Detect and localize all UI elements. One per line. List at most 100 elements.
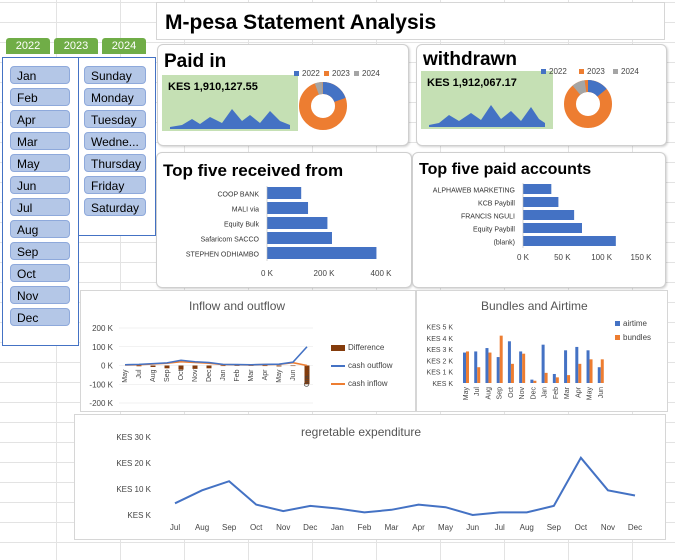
day-button-6[interactable]: Friday [84, 176, 146, 194]
io-difference-bar [304, 365, 310, 385]
io-legend-outflow: cash outflow [331, 361, 392, 370]
paid-tick-label: 0 K [517, 253, 530, 262]
ba-bundles-bar [522, 353, 526, 383]
paid-tick-label: 150 K [631, 253, 653, 262]
withdrawn-card: withdrawn KES 1,912,067.17 2022 2023 202… [416, 44, 667, 146]
paid-category-label: (blank) [494, 240, 515, 247]
paid-in-card: Paid in KES 1,910,127.55 2022 2023 2024 [157, 44, 409, 146]
ba-airtime-bar [530, 379, 534, 383]
re-x-tick: Dec [303, 523, 317, 532]
paid-in-title: Paid in [164, 51, 227, 72]
io-x-tick: Aug [150, 369, 157, 382]
year-tab-2023[interactable]: 2023 [54, 38, 98, 54]
received-bar [267, 187, 302, 199]
inflow-outflow-title: Inflow and outflow [189, 299, 286, 313]
month-button-jul[interactable]: Jul [10, 198, 70, 216]
re-x-tick: Nov [276, 523, 290, 532]
re-x-tick: Aug [195, 523, 209, 532]
ba-bundles-bar [477, 367, 481, 383]
re-x-tick: Oct [575, 523, 588, 532]
paid-category-label: ALPHAWEB MARKETING [433, 188, 515, 195]
month-button-aug[interactable]: Aug [10, 220, 70, 238]
received-bar [267, 232, 332, 244]
io-difference-bar [262, 365, 268, 367]
month-button-oct[interactable]: Oct [10, 264, 70, 282]
ba-y-tick: KES 3 K [427, 347, 454, 354]
received-bar [267, 217, 328, 229]
month-button-nov[interactable]: Nov [10, 286, 70, 304]
ba-bundles-bar [544, 372, 548, 383]
ba-x-tick: Jan [542, 387, 549, 398]
ba-bundles-bar [510, 363, 514, 383]
ba-bundles-bar [499, 335, 503, 383]
top-paid-title: Top five paid accounts [419, 161, 592, 178]
withdrawn-legend-2023: 2023 [579, 67, 605, 76]
bundles-airtime-card: Bundles and Airtime KES 5 K KES 4 K KES 3 … [416, 290, 668, 412]
day-button-5[interactable]: Thursday [84, 154, 146, 172]
paid-tick-label: 50 K [554, 253, 571, 262]
top-received-title: Top five received from [163, 161, 344, 180]
month-button-mar[interactable]: Mar [10, 132, 70, 150]
month-button-may[interactable]: May [10, 154, 70, 172]
ba-x-tick: Jun [598, 387, 605, 398]
paid-category-label: FRANCIS NGULI [461, 214, 515, 221]
received-category-label: COOP BANK [218, 192, 260, 199]
re-line [174, 456, 636, 517]
month-button-jun[interactable]: Jun [10, 176, 70, 194]
bundles-airtime-chart: KES 5 K KES 4 K KES 3 K KES 2 K KES 1 K KES K… [427, 325, 605, 401]
io-y-tick: 200 K [92, 324, 114, 333]
ba-y-tick: KES 4 K [427, 336, 454, 343]
month-button-apr[interactable]: Apr [10, 110, 70, 128]
ba-bundles-bar [555, 377, 559, 383]
ba-x-tick: Aug [485, 387, 492, 400]
io-x-tick: Jun [290, 369, 297, 380]
ba-y-tick: KES 2 K [427, 358, 454, 365]
month-button-dec[interactable]: Dec [10, 308, 70, 326]
day-button-7[interactable]: Saturday [84, 198, 146, 216]
re-x-tick: Mar [385, 523, 399, 532]
ba-x-tick: May [463, 387, 470, 401]
paid-in-legend-2023: 2023 [324, 69, 350, 78]
re-y-tick: KES 10 K [116, 485, 151, 494]
re-x-tick: Aug [520, 523, 534, 532]
day-button-1[interactable]: Sunday [84, 66, 146, 84]
top-paid-card: Top five paid accounts ALPHAWEB MARKETIN… [412, 152, 666, 288]
ba-airtime-bar [485, 348, 489, 383]
ba-x-tick: Dec [530, 387, 537, 400]
paid-in-legend-2024: 2024 [354, 69, 380, 78]
io-x-tick: May [122, 369, 129, 383]
month-button-feb[interactable]: Feb [10, 88, 70, 106]
re-x-tick: Sep [547, 523, 562, 532]
withdrawn-kpi: KES 1,912,067.17 [421, 71, 553, 129]
day-button-4[interactable]: Wedne... [84, 132, 146, 150]
inflow-outflow-card: Inflow and outflow 200 K 100 K 0 K -100 K -2… [80, 290, 416, 412]
io-x-tick: Dec [206, 369, 213, 382]
io-x-tick: Sep [164, 369, 171, 382]
ba-bundles-bar [589, 359, 593, 383]
year-tab-2022[interactable]: 2022 [6, 38, 50, 54]
paid-bar [523, 184, 552, 194]
year-tab-2024[interactable]: 2024 [102, 38, 146, 54]
ba-airtime-bar [552, 373, 556, 383]
withdrawn-legend-2022: 2022 [541, 67, 567, 76]
re-x-tick: Dec [628, 523, 642, 532]
day-button-2[interactable]: Monday [84, 88, 146, 106]
received-tick-label: 400 K [371, 269, 393, 278]
re-x-tick: Jul [170, 523, 180, 532]
io-x-tick: Nov [192, 369, 199, 382]
ba-x-tick: May [587, 387, 594, 401]
ba-airtime-bar [586, 350, 590, 383]
received-bar [267, 202, 309, 214]
month-button-sep[interactable]: Sep [10, 242, 70, 260]
ba-y-tick: KES K [432, 381, 453, 388]
ba-bundles-bar [533, 380, 537, 383]
paid-category-label: KCB Paybill [478, 201, 515, 208]
day-button-3[interactable]: Tuesday [84, 110, 146, 128]
io-x-tick: Jul [136, 369, 143, 378]
io-outflow-line [124, 346, 308, 366]
month-button-jan[interactable]: Jan [10, 66, 70, 84]
io-difference-bar [136, 365, 142, 367]
ba-y-tick: KES 5 K [427, 325, 454, 332]
ba-airtime-bar [575, 346, 579, 383]
withdrawn-legend-2024: 2024 [613, 67, 639, 76]
